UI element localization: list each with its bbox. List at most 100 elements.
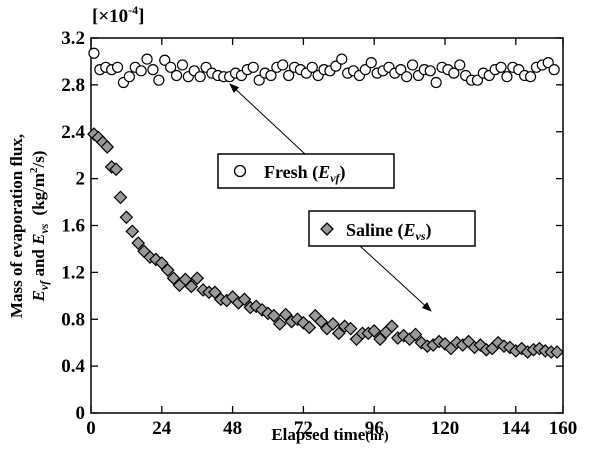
fresh-point	[524, 71, 537, 83]
fresh-point	[448, 67, 460, 79]
fresh-point	[406, 59, 419, 71]
fresh-point	[265, 69, 277, 82]
x-tick-label: 72	[294, 418, 313, 439]
legend-saline: Saline (Evs)	[308, 210, 476, 247]
fresh-point	[548, 64, 560, 76]
saline-point	[550, 345, 564, 359]
legend-saline-label: Saline (Evs)	[346, 220, 432, 243]
legend-fresh-marker	[233, 164, 247, 178]
x-tick-label: 160	[549, 418, 578, 439]
arrow-fresh	[229, 83, 306, 155]
saline-point	[385, 319, 399, 334]
saline-point	[160, 263, 175, 277]
legend-saline-marker	[320, 222, 334, 236]
fresh-point	[336, 53, 348, 65]
legend-saline-box	[308, 210, 476, 247]
saline-point	[113, 190, 128, 205]
saline-point	[414, 335, 429, 350]
fresh-point	[401, 71, 413, 83]
fresh-point	[165, 61, 177, 73]
saline-point	[109, 162, 123, 177]
x-tick-label: 24	[152, 418, 172, 439]
fresh-point	[153, 74, 165, 86]
x-tick-label: 48	[223, 418, 242, 439]
saline-point	[178, 272, 193, 287]
saline-point	[314, 314, 328, 329]
fresh-point	[424, 65, 436, 77]
saline-point	[278, 307, 293, 322]
fresh-point	[176, 59, 189, 71]
saline-point	[119, 210, 134, 225]
y-multiplier: [×10-4]	[92, 3, 144, 27]
saline-point	[190, 271, 205, 286]
fresh-point	[283, 69, 295, 82]
fresh-point	[159, 54, 171, 66]
saline-point	[184, 279, 199, 294]
fresh-point	[88, 47, 100, 59]
saline-point	[491, 335, 505, 350]
saline-point	[296, 315, 311, 330]
y-tick-label: 1.6	[61, 216, 85, 237]
y-tick-label: 3.2	[61, 28, 85, 49]
saline-point	[154, 256, 169, 270]
fresh-point	[365, 57, 377, 69]
fresh-point	[330, 60, 342, 72]
saline-point	[408, 327, 423, 342]
y-tick-label: 2.4	[61, 122, 85, 143]
saline-point	[302, 320, 317, 335]
saline-point	[503, 340, 517, 355]
y-tick-label: 2.8	[61, 75, 85, 96]
legend-fresh: Fresh (Evf)	[217, 153, 395, 189]
fresh-point	[170, 69, 183, 82]
saline-point	[343, 321, 358, 336]
fresh-point	[141, 53, 153, 65]
saline-point	[125, 224, 140, 239]
saline-point	[237, 292, 252, 307]
fresh-point	[247, 61, 259, 73]
fresh-point	[495, 61, 507, 73]
y-axis-title-line2: Evf and Evs(kg/m2/s)	[28, 151, 51, 303]
saline-point	[331, 326, 346, 341]
fresh-point	[542, 57, 554, 69]
series-saline	[87, 127, 564, 359]
fresh-point	[111, 61, 124, 73]
fresh-point	[306, 61, 318, 73]
series-fresh	[88, 47, 560, 89]
fresh-point	[135, 65, 147, 77]
y-tick-label: 1.2	[61, 262, 85, 283]
axis-ticks	[90, 37, 564, 414]
x-axis-title: Elapsed time(hr)	[271, 425, 389, 444]
saline-point	[326, 317, 340, 331]
fresh-point	[471, 74, 484, 86]
saline-point	[272, 317, 287, 331]
saline-point	[100, 140, 115, 154]
arrow-saline	[359, 245, 432, 312]
x-tick-label: 0	[86, 418, 96, 439]
saline-point	[131, 236, 146, 250]
saline-point	[367, 324, 382, 338]
y-axis-title-line1: Mass of evaporation flux,	[7, 134, 26, 318]
fresh-point	[501, 71, 513, 83]
saline-point	[514, 341, 529, 356]
saline-point	[267, 308, 281, 323]
saline-point	[166, 271, 181, 286]
y-tick-label: 0	[76, 403, 86, 424]
x-tick-label: 96	[365, 418, 384, 439]
x-tick-label: 144	[502, 418, 531, 439]
y-tick-label: 0.8	[61, 309, 85, 330]
saline-point	[208, 285, 222, 300]
fresh-point	[253, 74, 265, 86]
legend-fresh-box	[217, 153, 395, 189]
fresh-point	[395, 64, 407, 76]
x-tick-label: 120	[431, 418, 460, 439]
fresh-point	[430, 76, 442, 89]
fresh-point	[194, 71, 206, 83]
axis-tick-labels: 0 24 48 72 96 120 144 160 0 0.4 0.8 1.2 1.6 2 2.4 2.8 3.…	[61, 28, 577, 439]
fresh-point	[359, 64, 371, 76]
fresh-point	[147, 64, 159, 76]
fresh-point	[277, 59, 289, 71]
legend-fresh-label: Fresh (Evf)	[264, 162, 346, 185]
saline-point	[373, 332, 387, 347]
